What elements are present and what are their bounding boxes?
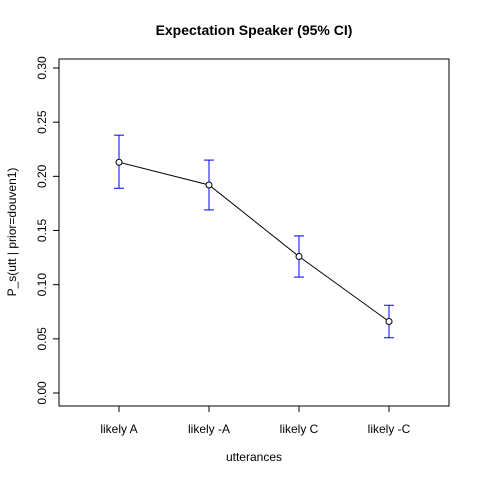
x-tick-label: likely -C (368, 422, 411, 436)
y-tick-label: 0.00 (35, 381, 49, 405)
chart-title: Expectation Speaker (95% CI) (156, 22, 353, 38)
data-point (115, 158, 123, 166)
plot-frame (58, 58, 450, 407)
x-tick-label: likely -A (188, 422, 230, 436)
x-tick-label: likely C (280, 422, 319, 436)
x-axis: likely A likely -A likely C likely -C (100, 406, 411, 436)
y-tick-label: 0.25 (35, 110, 49, 134)
x-axis-label: utterances (226, 450, 282, 464)
y-tick-label: 0.10 (35, 273, 49, 297)
series (115, 158, 393, 325)
y-tick-label: 0.05 (35, 327, 49, 351)
x-tick-label: likely A (100, 422, 137, 436)
y-tick-label: 0.30 (35, 56, 49, 80)
series-line (118, 161, 390, 322)
data-point (205, 181, 213, 189)
error-bars (114, 134, 394, 339)
y-tick-label: 0.15 (35, 218, 49, 242)
y-axis-label: P_s(utt | prior=douven1) (5, 168, 19, 297)
y-axis: 0.00 0.05 0.10 0.15 0.20 0.25 0.30 (35, 56, 59, 405)
y-tick-label: 0.20 (35, 164, 49, 188)
data-point (385, 318, 393, 325)
data-point (295, 253, 303, 260)
